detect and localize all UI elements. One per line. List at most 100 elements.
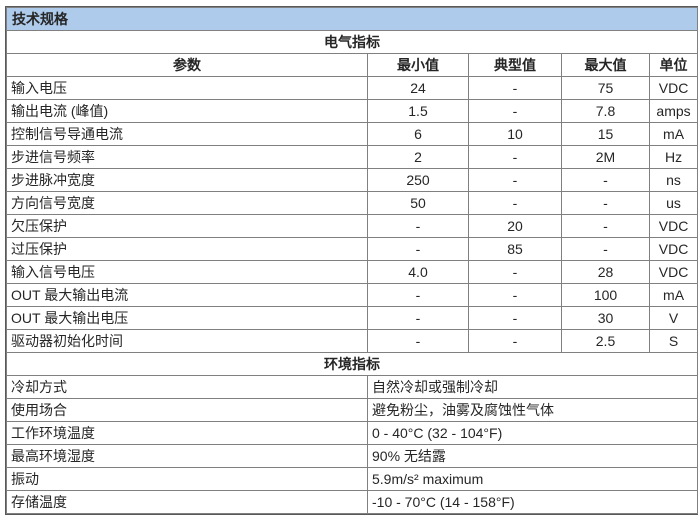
min-cell: 50 — [367, 191, 469, 215]
unit-cell: VDC — [648, 237, 699, 261]
typ-cell: - — [468, 76, 562, 100]
value-cell: -10 - 70°C (14 - 158°F) — [366, 490, 699, 514]
max-cell: - — [561, 168, 650, 192]
min-cell: 6 — [367, 122, 469, 146]
max-cell: 2.5 — [561, 329, 650, 353]
max-cell: 15 — [561, 122, 650, 146]
max-cell: 30 — [561, 306, 650, 330]
typ-cell: 20 — [468, 214, 562, 238]
param-cell: 使用场合 — [6, 398, 368, 422]
col-header-typ: 典型值 — [468, 53, 562, 77]
section-title-electrical: 电气指标 — [5, 30, 699, 54]
unit-cell: VDC — [648, 76, 699, 100]
table-row: 最高环境湿度 90% 无结露 — [6, 444, 699, 468]
unit-cell: mA — [648, 122, 699, 146]
unit-cell: Hz — [648, 145, 699, 169]
value-cell: 0 - 40°C (32 - 104°F) — [366, 421, 699, 445]
value-cell: 避免粉尘，油雾及腐蚀性气体 — [366, 398, 699, 422]
typ-cell: - — [468, 283, 562, 307]
col-header-param: 参数 — [6, 53, 368, 77]
table-row: 冷却方式 自然冷却或强制冷却 — [6, 375, 699, 399]
unit-cell: VDC — [648, 214, 699, 238]
col-header-min: 最小值 — [367, 53, 469, 77]
param-cell: 步进脉冲宽度 — [6, 168, 368, 192]
min-cell: 1.5 — [367, 99, 469, 123]
unit-cell: V — [648, 306, 699, 330]
max-cell: - — [561, 191, 650, 215]
typ-cell: 10 — [468, 122, 562, 146]
param-cell: 控制信号导通电流 — [6, 122, 368, 146]
max-cell: 2M — [561, 145, 650, 169]
table-row: 步进脉冲宽度 250 - - ns — [6, 168, 699, 192]
section-environmental: 环境指标 — [5, 352, 699, 376]
typ-cell: - — [468, 306, 562, 330]
param-cell: 冷却方式 — [6, 375, 368, 399]
value-cell: 5.9m/s² maximum — [366, 467, 699, 491]
max-cell: - — [561, 214, 650, 238]
unit-cell: amps — [648, 99, 699, 123]
table-row: 输入信号电压 4.0 - 28 VDC — [6, 260, 699, 284]
unit-cell: VDC — [648, 260, 699, 284]
min-cell: - — [367, 306, 469, 330]
param-cell: 过压保护 — [6, 237, 368, 261]
page-title: 技术规格 — [5, 7, 699, 31]
min-cell: - — [367, 329, 469, 353]
typ-cell: - — [468, 168, 562, 192]
max-cell: 75 — [561, 76, 650, 100]
unit-cell: S — [648, 329, 699, 353]
param-cell: OUT 最大输出电流 — [6, 283, 368, 307]
col-header-unit: 单位 — [648, 53, 699, 77]
min-cell: 250 — [367, 168, 469, 192]
unit-cell: mA — [648, 283, 699, 307]
typ-cell: - — [468, 260, 562, 284]
table-row: 工作环境温度 0 - 40°C (32 - 104°F) — [6, 421, 699, 445]
value-cell: 90% 无结露 — [366, 444, 699, 468]
param-cell: 输出电流 (峰值) — [6, 99, 368, 123]
table-row: 输入电压 24 - 75 VDC — [6, 76, 699, 100]
column-header-row: 参数 最小值 典型值 最大值 单位 — [6, 53, 699, 77]
param-cell: 欠压保护 — [6, 214, 368, 238]
typ-cell: - — [468, 99, 562, 123]
value-cell: 自然冷却或强制冷却 — [366, 375, 699, 399]
table-row: 振动 5.9m/s² maximum — [6, 467, 699, 491]
spec-table: 技术规格 电气指标 参数 最小值 典型值 最大值 单位 输入电压 24 - 75… — [5, 7, 699, 514]
typ-cell: - — [468, 145, 562, 169]
min-cell: - — [367, 214, 469, 238]
table-row: 控制信号导通电流 6 10 15 mA — [6, 122, 699, 146]
param-cell: 存储温度 — [6, 490, 368, 514]
unit-cell: us — [648, 191, 699, 215]
unit-cell: ns — [648, 168, 699, 192]
table-row: 使用场合 避免粉尘，油雾及腐蚀性气体 — [6, 398, 699, 422]
table-row: 过压保护 - 85 - VDC — [6, 237, 699, 261]
section-electrical: 电气指标 — [5, 30, 699, 54]
param-cell: 驱动器初始化时间 — [6, 329, 368, 353]
max-cell: 7.8 — [561, 99, 650, 123]
table-row: 输出电流 (峰值) 1.5 - 7.8 amps — [6, 99, 699, 123]
min-cell: - — [367, 237, 469, 261]
min-cell: 4.0 — [367, 260, 469, 284]
param-cell: OUT 最大输出电压 — [6, 306, 368, 330]
typ-cell: - — [468, 191, 562, 215]
param-cell: 方向信号宽度 — [6, 191, 368, 215]
min-cell: 24 — [367, 76, 469, 100]
max-cell: 100 — [561, 283, 650, 307]
title-bar: 技术规格 — [5, 7, 699, 31]
table-row: 方向信号宽度 50 - - us — [6, 191, 699, 215]
spec-sheet: 技术规格 电气指标 参数 最小值 典型值 最大值 单位 输入电压 24 - 75… — [5, 6, 699, 515]
table-row: 驱动器初始化时间 - - 2.5 S — [6, 329, 699, 353]
table-row: 存储温度 -10 - 70°C (14 - 158°F) — [6, 490, 699, 514]
param-cell: 最高环境湿度 — [6, 444, 368, 468]
param-cell: 工作环境温度 — [6, 421, 368, 445]
max-cell: - — [561, 237, 650, 261]
section-title-environmental: 环境指标 — [5, 352, 699, 376]
table-row: OUT 最大输出电流 - - 100 mA — [6, 283, 699, 307]
min-cell: - — [367, 283, 469, 307]
typ-cell: - — [468, 329, 562, 353]
param-cell: 输入电压 — [6, 76, 368, 100]
table-row: OUT 最大输出电压 - - 30 V — [6, 306, 699, 330]
col-header-max: 最大值 — [561, 53, 650, 77]
param-cell: 步进信号频率 — [6, 145, 368, 169]
table-row: 步进信号频率 2 - 2M Hz — [6, 145, 699, 169]
max-cell: 28 — [561, 260, 650, 284]
table-row: 欠压保护 - 20 - VDC — [6, 214, 699, 238]
